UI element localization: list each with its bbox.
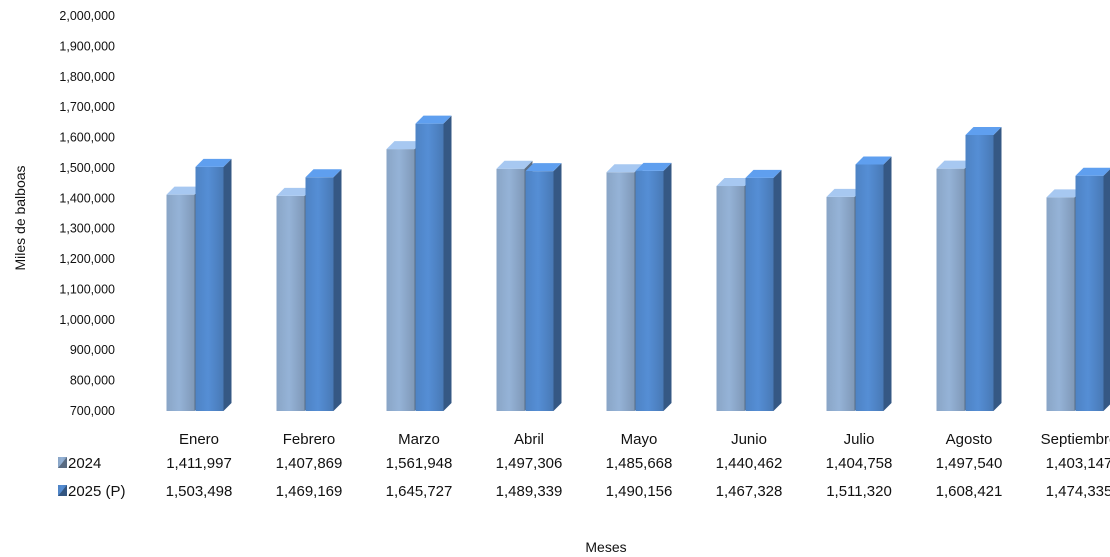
x-axis-title: Meses: [585, 539, 626, 555]
data-label: 1,503,498: [166, 483, 233, 500]
data-label: 1,469,169: [276, 483, 343, 500]
category-label: Julio: [844, 431, 875, 448]
bar-2025P-enero: [195, 158, 232, 411]
data-label: 1,485,668: [606, 455, 673, 472]
data-label: 1,511,320: [826, 483, 892, 500]
data-label: 1,608,421: [936, 483, 1003, 500]
category-label: Febrero: [283, 431, 336, 448]
data-label: 1,403,147: [1046, 455, 1110, 472]
y-tick-label: 1,200,000: [59, 252, 115, 266]
category-label: Marzo: [398, 431, 440, 448]
data-label: 1,490,156: [606, 483, 673, 500]
bar-2025P-agosto: [965, 126, 1002, 412]
category-label: Junio: [731, 431, 767, 448]
y-tick-label: 1,600,000: [59, 131, 115, 145]
bar-2025P-septiembre: [1075, 167, 1110, 411]
data-label: 1,404,758: [826, 455, 893, 472]
category-label: Enero: [179, 431, 219, 448]
data-label: 1,561,948: [386, 455, 453, 472]
data-label: 1,497,540: [936, 455, 1003, 472]
y-tick-label: 1,900,000: [59, 39, 115, 53]
y-tick-label: 1,700,000: [59, 100, 115, 114]
data-label: 1,467,328: [716, 483, 783, 500]
bar-2025P-marzo: [415, 115, 452, 412]
legend-swatch-shade: [58, 457, 67, 468]
bar-2025P-julio: [855, 156, 892, 411]
y-tick-label: 2,000,000: [59, 9, 115, 23]
category-label: Abril: [514, 431, 544, 448]
y-tick-label: 1,300,000: [59, 222, 115, 236]
y-tick-label: 700,000: [70, 404, 115, 418]
data-label: 1,407,869: [276, 455, 343, 472]
y-tick-label: 1,400,000: [59, 191, 115, 205]
legend-swatch-shade: [58, 485, 67, 496]
legend-label: 2024: [68, 455, 101, 472]
data-label: 1,645,727: [386, 483, 453, 500]
bar-2025P-abril: [525, 163, 562, 411]
bar-2025P-febrero: [305, 169, 342, 411]
y-tick-label: 1,500,000: [59, 161, 115, 175]
y-tick-label: 800,000: [70, 374, 115, 388]
y-tick-label: 1,100,000: [59, 282, 115, 296]
data-label: 1,440,462: [716, 455, 783, 472]
category-label: Septiembre: [1041, 431, 1110, 448]
data-label: 1,411,997: [166, 455, 232, 472]
y-axis-title: Miles de balboas: [12, 165, 28, 270]
legend-label: 2025 (P): [68, 483, 126, 500]
category-label: Mayo: [621, 431, 658, 448]
bar-2025P-junio: [745, 169, 782, 411]
data-label: 1,474,335: [1046, 483, 1110, 500]
data-label: 1,497,306: [496, 455, 563, 472]
y-tick-label: 1,000,000: [59, 313, 115, 327]
bar-2025P-mayo: [635, 162, 672, 411]
category-label: Agosto: [946, 431, 993, 448]
y-tick-label: 900,000: [70, 343, 115, 357]
data-label: 1,489,339: [496, 483, 563, 500]
y-tick-label: 1,800,000: [59, 70, 115, 84]
